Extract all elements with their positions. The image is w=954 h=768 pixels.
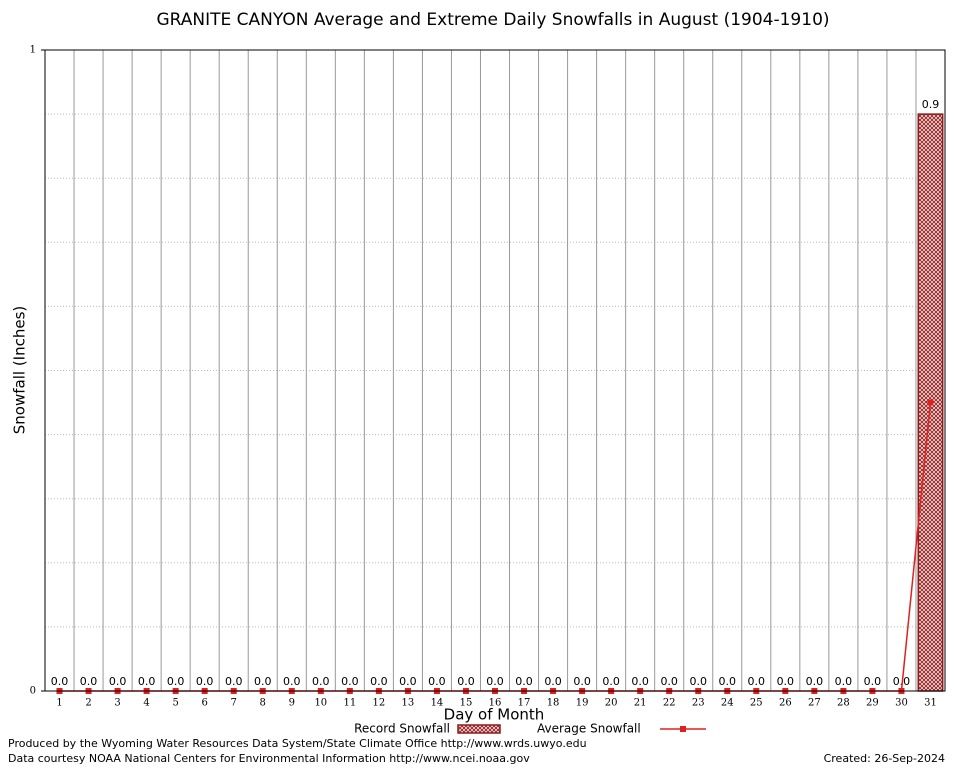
x-tick-label: 5 (172, 698, 178, 709)
value-label: 0.0 (777, 675, 795, 688)
value-label: 0.0 (573, 675, 591, 688)
value-label: 0.0 (254, 675, 272, 688)
x-tick-label: 7 (231, 698, 237, 709)
value-label: 0.0 (341, 675, 359, 688)
x-tick-label: 24 (721, 698, 734, 709)
x-tick-label: 3 (114, 698, 120, 709)
value-label: 0.9 (922, 98, 940, 111)
value-label: 0.0 (196, 675, 214, 688)
value-label: 0.0 (515, 675, 533, 688)
value-label: 0.0 (312, 675, 330, 688)
value-label: 0.0 (51, 675, 69, 688)
x-tick-label: 23 (692, 698, 705, 709)
x-tick-label: 1 (56, 698, 62, 709)
x-tick-label: 2 (85, 698, 91, 709)
legend-swatch (457, 724, 501, 734)
x-tick-label: 15 (460, 698, 473, 709)
value-label: 0.0 (806, 675, 824, 688)
value-label: 0.0 (660, 675, 678, 688)
x-tick-label: 10 (314, 698, 327, 709)
x-tick-label: 13 (402, 698, 415, 709)
x-tick-label: 9 (289, 698, 295, 709)
x-tick-label: 27 (808, 698, 821, 709)
x-tick-label: 31 (924, 698, 937, 709)
footer-credit: Produced by the Wyoming Water Resources … (8, 737, 587, 750)
x-axis-label: Day of Month (444, 706, 545, 724)
legend-label: Record Snowfall (354, 722, 450, 736)
footer-created: Created: 26-Sep-2024 (824, 752, 945, 765)
value-label: 0.0 (689, 675, 707, 688)
x-tick-label: 29 (866, 698, 879, 709)
value-label: 0.0 (486, 675, 504, 688)
value-label: 0.0 (602, 675, 620, 688)
value-label: 0.0 (109, 675, 127, 688)
x-tick-label: 30 (895, 698, 908, 709)
value-label: 0.0 (631, 675, 649, 688)
y-axis-label: Snowfall (Inches) (11, 306, 29, 434)
x-tick-label: 28 (837, 698, 850, 709)
value-label: 0.0 (428, 675, 446, 688)
x-tick-label: 11 (343, 698, 356, 709)
x-tick-label: 25 (750, 698, 763, 709)
value-label: 0.0 (167, 675, 185, 688)
x-tick-label: 16 (489, 698, 502, 709)
footer-source: Data courtesy NOAA National Centers for … (8, 752, 530, 765)
chart-title: GRANITE CANYON Average and Extreme Daily… (156, 10, 829, 30)
x-tick-label: 4 (143, 698, 149, 709)
x-tick-label: 22 (663, 698, 676, 709)
value-label: 0.0 (864, 675, 882, 688)
x-tick-label: 20 (605, 698, 618, 709)
plot-frame (44, 49, 946, 692)
value-label: 0.0 (544, 675, 562, 688)
value-label: 0.0 (80, 675, 98, 688)
x-tick-label: 12 (373, 698, 386, 709)
x-tick-label: 6 (201, 698, 207, 709)
legend-marker (680, 726, 686, 732)
value-label: 0.0 (835, 675, 853, 688)
value-label: 0.0 (283, 675, 301, 688)
value-label: 0.0 (893, 675, 911, 688)
x-tick-label: 19 (576, 698, 589, 709)
value-label: 0.0 (748, 675, 766, 688)
line-marker (927, 399, 934, 406)
y-tick-label: 0 (30, 686, 36, 697)
x-tick-label: 8 (260, 698, 266, 709)
x-tick-label: 26 (779, 698, 792, 709)
value-label: 0.0 (719, 675, 737, 688)
value-label: 0.0 (399, 675, 417, 688)
value-label: 0.0 (138, 675, 156, 688)
value-label: 0.0 (457, 675, 475, 688)
x-tick-label: 17 (518, 698, 531, 709)
y-tick-label: 1 (30, 45, 36, 56)
x-tick-label: 18 (547, 698, 560, 709)
x-tick-label: 21 (634, 698, 647, 709)
x-tick-label: 14 (431, 698, 444, 709)
value-label: 0.0 (225, 675, 243, 688)
value-label: 0.0 (370, 675, 388, 688)
legend-label: Average Snowfall (537, 722, 641, 736)
